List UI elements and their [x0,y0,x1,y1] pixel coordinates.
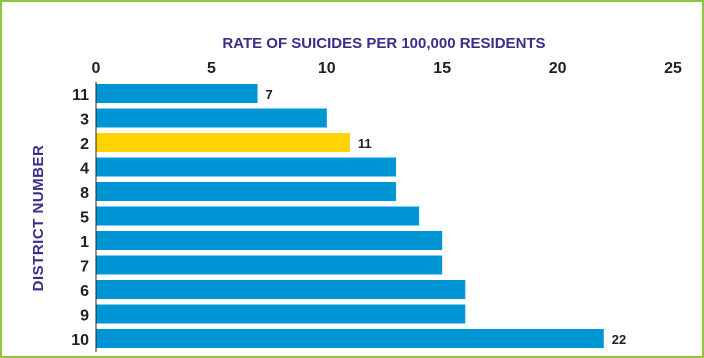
y-tick-label: 4 [80,161,89,178]
y-tick-label: 1 [80,234,89,251]
x-tick-label: 5 [207,60,216,77]
x-axis-ticks: 0 5 10 15 20 25 [92,60,682,77]
x-tick-label: 25 [664,60,682,77]
bar [96,84,258,103]
bar [96,280,466,299]
y-tick-label: 9 [80,308,89,325]
y-axis-label: DISTRICT NUMBER [30,145,47,292]
bar [96,206,420,226]
bars [96,84,604,348]
bar [96,304,466,324]
data-label: 22 [612,332,626,347]
data-label: 7 [266,87,273,102]
y-tick-label: 7 [80,259,89,276]
bar [96,133,350,152]
x-tick-label: 10 [318,60,336,77]
chart-title: RATE OF SUICIDES PER 100,000 RESIDENTS [222,35,545,52]
bar [96,231,443,250]
y-tick-label: 11 [72,87,89,104]
y-tick-label: 6 [80,283,89,300]
y-tick-label: 8 [80,185,89,202]
data-labels: 7 11 22 [266,87,627,347]
bar [96,329,604,348]
bar [96,157,397,177]
x-tick-label: 0 [92,60,101,77]
y-tick-label: 2 [80,136,89,153]
y-axis-ticks: 11 3 2 4 8 5 1 7 6 9 10 [71,87,89,349]
bar [96,182,397,201]
x-tick-label: 15 [433,60,451,77]
bar [96,108,327,128]
y-tick-label: 5 [80,210,89,227]
y-tick-label: 3 [80,112,89,129]
data-label: 11 [358,136,372,151]
x-tick-label: 20 [549,60,567,77]
y-tick-label: 10 [71,332,89,349]
bar [96,255,443,275]
